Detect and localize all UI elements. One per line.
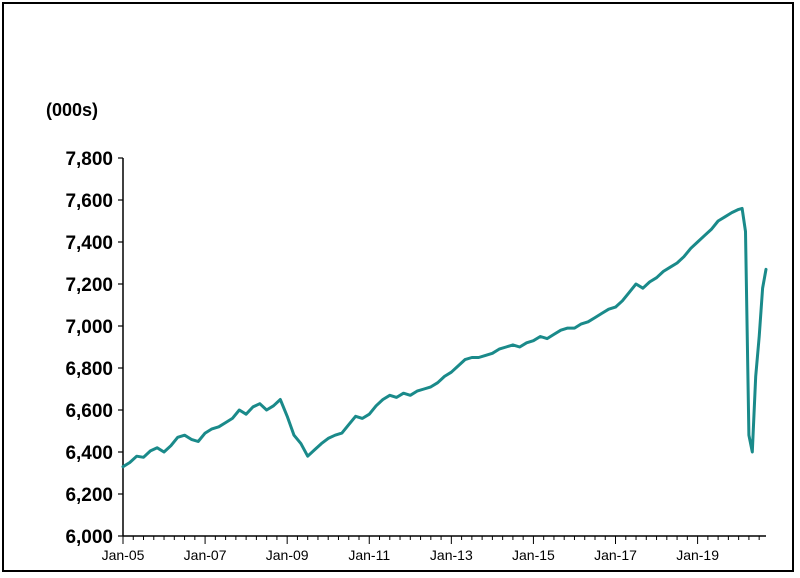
x-tick-label: Jan-15 bbox=[512, 547, 555, 563]
y-tick-label: 7,000 bbox=[65, 317, 113, 338]
y-tick-label: 6,400 bbox=[65, 443, 113, 464]
y-tick-label: 7,600 bbox=[65, 191, 113, 212]
chart-frame bbox=[2, 2, 794, 572]
series-group bbox=[121, 206, 768, 469]
x-tick-label: Jan-05 bbox=[102, 547, 145, 563]
x-tick-label: Jan-11 bbox=[348, 547, 390, 563]
y-tick-label: 6,600 bbox=[65, 401, 113, 422]
x-ticks: Jan-05 Jan-07 Jan-09 Jan-11 Jan-13 Jan-15 Jan-… bbox=[102, 536, 760, 563]
y-tick-label: 6,000 bbox=[65, 527, 113, 548]
y-axis-unit-label: (000s) bbox=[46, 100, 99, 120]
x-tick-label: Jan-09 bbox=[266, 547, 309, 563]
y-tick-label: 6,200 bbox=[65, 485, 113, 506]
x-tick-label: Jan-17 bbox=[594, 547, 637, 563]
x-tick-label: Jan-19 bbox=[676, 547, 719, 563]
series-line bbox=[121, 206, 768, 469]
axes bbox=[122, 158, 766, 537]
y-ticks: 6,000 6,200 6,400 6,600 6,800 7,000 7,200 7,400… bbox=[65, 149, 123, 548]
y-tick-label: 6,800 bbox=[65, 359, 113, 380]
y-tick-label: 7,200 bbox=[65, 275, 113, 296]
x-tick-label: Jan-07 bbox=[184, 547, 227, 563]
y-tick-label: 7,400 bbox=[65, 233, 113, 254]
y-tick-label: 7,800 bbox=[65, 149, 113, 170]
x-tick-label: Jan-13 bbox=[430, 547, 473, 563]
